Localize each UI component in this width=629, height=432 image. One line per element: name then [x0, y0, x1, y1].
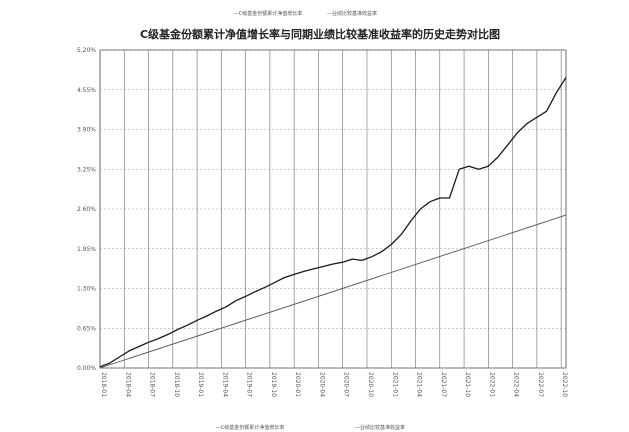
x-tick-label: 2021-04 — [416, 372, 423, 397]
y-tick-label: 3.90% — [77, 127, 96, 134]
y-axis-ticks: 0.00% 0.65% 1.30% 1.95% 2.60% 3.25% 3.90% 4.55%… — [77, 47, 96, 372]
x-tick-label: 2018-10 — [173, 372, 180, 397]
x-tick-label: 2022-10 — [561, 372, 568, 397]
grid — [99, 49, 566, 369]
x-tick-label: 2019-07 — [246, 372, 253, 397]
x-tick-label: 2022-01 — [488, 372, 495, 397]
y-tick-label: 2.60% — [77, 206, 96, 213]
y-tick-label: 5.20% — [77, 47, 96, 54]
y-tick-label: 3.25% — [77, 166, 96, 173]
series-line-0 — [99, 77, 567, 368]
x-tick-label: 2021-07 — [440, 372, 447, 397]
series-line-1 — [99, 214, 567, 369]
x-tick-label: 2022-07 — [537, 372, 544, 397]
legend-bottom-item-0: —C级基金份额累计净值增长率 — [216, 424, 285, 431]
x-tick-label: 2022-04 — [513, 372, 520, 397]
x-tick-label: 2019-04 — [221, 372, 228, 397]
y-tick-label: 1.30% — [77, 286, 96, 293]
legend-bottom-item-1: —业绩比较基准收益率 — [355, 424, 405, 431]
x-tick-label: 2020-04 — [318, 372, 325, 397]
y-tick-label: 4.55% — [77, 87, 96, 94]
y-tick-label: 0.00% — [77, 365, 96, 372]
legend-bottom: —C级基金份额累计净值增长率 —业绩比较基准收益率 — [216, 424, 405, 431]
legend-top: —C级基金份额累计净值增长率 —业绩比较基准收益率 — [234, 10, 377, 17]
x-tick-label: 2019-10 — [270, 372, 277, 397]
x-tick-label: 2020-10 — [367, 372, 374, 397]
y-tick-label: 1.95% — [77, 246, 96, 253]
x-tick-label: 2018-04 — [124, 372, 131, 397]
series-group — [99, 77, 567, 369]
x-tick-label: 2021-10 — [464, 372, 471, 397]
legend-top-item-0: —C级基金份额累计净值增长率 — [234, 10, 303, 17]
chart-title: C级基金份额累计净值增长率与同期业绩比较基准收益率的历史走势对比图 — [140, 27, 500, 41]
legend-top-item-1: —业绩比较基准收益率 — [327, 10, 377, 17]
x-tick-label: 2018-01 — [100, 372, 107, 397]
x-tick-label: 2021-01 — [391, 372, 398, 397]
x-tick-label: 2018-07 — [149, 372, 156, 397]
x-axis-ticks: 2018-01 2018-04 2018-07 2018-10 2019-01 2019-… — [100, 372, 568, 397]
x-tick-label: 2020-07 — [343, 372, 350, 397]
x-tick-label: 2019-01 — [197, 372, 204, 397]
x-tick-label: 2020-01 — [294, 372, 301, 397]
y-tick-label: 0.65% — [77, 325, 96, 332]
